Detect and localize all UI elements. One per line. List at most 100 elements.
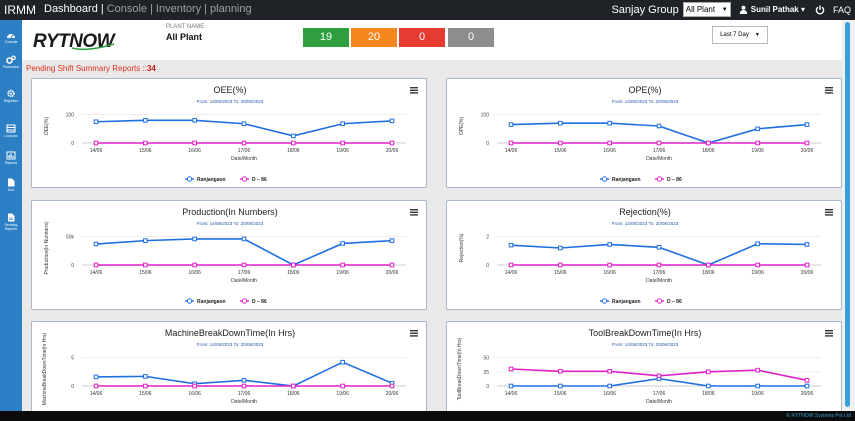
data-point[interactable] [340, 241, 345, 246]
legend-item-1[interactable]: D – 86 [655, 298, 682, 305]
data-point[interactable] [804, 140, 810, 146]
data-point[interactable] [241, 121, 247, 127]
sidebar-item-reports[interactable]: Reports [0, 151, 22, 165]
data-point[interactable] [291, 383, 296, 389]
pending-reports-link[interactable]: Pending Shift Summary Reports ::34 [26, 64, 156, 73]
data-point[interactable] [607, 262, 612, 268]
data-point[interactable] [656, 373, 662, 379]
data-point[interactable] [804, 262, 810, 268]
user-menu[interactable]: Sunil Pathak ▾ [739, 5, 805, 14]
data-point[interactable] [291, 140, 296, 146]
data-point[interactable] [192, 140, 197, 146]
nav-dashboard[interactable]: Dashboard [44, 3, 98, 15]
legend-item-1[interactable]: D – 86 [240, 176, 267, 183]
sidebar-item-doc[interactable]: Doc [0, 178, 22, 192]
legend-item-0[interactable]: Ranjangaon [185, 298, 226, 305]
data-point[interactable] [340, 383, 345, 389]
count-box-orange[interactable]: 20 [351, 28, 397, 47]
nav-inventory[interactable]: Inventory [155, 3, 202, 15]
hamburger-menu-icon[interactable] [825, 87, 833, 94]
data-point[interactable] [389, 383, 395, 389]
data-point[interactable] [508, 140, 514, 146]
data-point[interactable] [192, 383, 197, 389]
data-point[interactable] [241, 140, 247, 146]
data-point[interactable] [340, 140, 345, 146]
legend-item-1[interactable]: D – 86 [240, 298, 267, 305]
data-point[interactable] [241, 378, 247, 383]
data-point[interactable] [143, 374, 148, 379]
data-point[interactable] [755, 241, 760, 247]
sidebar-item-production[interactable]: Production [0, 55, 22, 69]
data-point[interactable] [93, 262, 99, 268]
data-point[interactable] [192, 118, 197, 123]
data-point[interactable] [508, 366, 514, 372]
data-point[interactable] [755, 262, 760, 268]
data-point[interactable] [93, 383, 99, 389]
count-box-green[interactable]: 19 [303, 28, 349, 47]
data-point[interactable] [706, 140, 711, 146]
plant-select[interactable]: All Plant ▼ [682, 2, 731, 17]
data-point[interactable] [656, 262, 662, 268]
sidebar-item-lookups[interactable]: Lookups [0, 124, 22, 138]
nav-console[interactable]: Console [106, 3, 148, 15]
data-point[interactable] [192, 236, 197, 242]
data-point[interactable] [389, 140, 395, 146]
data-point[interactable] [607, 383, 612, 389]
scrollbar-thumb[interactable] [845, 22, 850, 407]
data-point[interactable] [656, 244, 662, 250]
data-point[interactable] [558, 368, 563, 374]
data-point[interactable] [558, 120, 563, 126]
data-point[interactable] [143, 383, 148, 389]
data-point[interactable] [340, 121, 345, 127]
hamburger-menu-icon[interactable] [410, 330, 418, 337]
data-point[interactable] [607, 242, 612, 247]
count-box-red[interactable]: 0 [399, 28, 445, 47]
data-point[interactable] [706, 383, 711, 389]
data-point[interactable] [607, 140, 612, 146]
data-point[interactable] [804, 122, 810, 127]
data-point[interactable] [755, 383, 760, 389]
data-point[interactable] [143, 140, 148, 146]
hamburger-menu-icon[interactable] [410, 209, 418, 216]
data-point[interactable] [755, 367, 760, 373]
data-point[interactable] [558, 140, 563, 146]
data-point[interactable] [241, 236, 247, 242]
faq-link[interactable]: FAQ [832, 4, 851, 15]
hamburger-menu-icon[interactable] [825, 330, 833, 337]
data-point[interactable] [93, 374, 99, 380]
data-point[interactable] [508, 262, 514, 268]
nav-planning[interactable]: planning [210, 3, 252, 15]
data-point[interactable] [93, 119, 99, 125]
power-button[interactable] [815, 5, 825, 15]
data-point[interactable] [93, 140, 99, 146]
hamburger-menu-icon[interactable] [825, 209, 833, 216]
data-point[interactable] [389, 262, 395, 268]
data-point[interactable] [508, 242, 514, 248]
legend-item-0[interactable]: Ranjangaon [600, 176, 641, 183]
data-point[interactable] [143, 118, 148, 123]
data-point[interactable] [241, 262, 247, 268]
date-range-select[interactable]: Last 7 Day ▼ [712, 26, 768, 44]
legend-item-0[interactable]: Ranjangaon [600, 298, 641, 305]
sidebar-item-console[interactable]: Console [0, 30, 22, 44]
data-point[interactable] [607, 120, 612, 126]
data-point[interactable] [389, 238, 395, 243]
data-point[interactable] [241, 383, 247, 389]
data-point[interactable] [508, 383, 514, 389]
data-point[interactable] [558, 245, 563, 251]
hamburger-menu-icon[interactable] [410, 87, 418, 94]
data-point[interactable] [143, 262, 148, 268]
data-point[interactable] [93, 241, 99, 247]
data-point[interactable] [706, 369, 711, 375]
data-point[interactable] [143, 238, 148, 243]
sidebar-item-rejection[interactable]: Rejection [0, 89, 22, 103]
data-point[interactable] [291, 133, 296, 139]
count-box-grey[interactable]: 0 [448, 28, 494, 47]
data-point[interactable] [656, 123, 662, 129]
data-point[interactable] [804, 383, 810, 389]
sidebar-item-pending-reports[interactable]: Pending Reports [0, 213, 22, 231]
data-point[interactable] [389, 118, 395, 124]
data-point[interactable] [755, 126, 760, 132]
data-point[interactable] [558, 383, 563, 389]
data-point[interactable] [706, 262, 711, 268]
